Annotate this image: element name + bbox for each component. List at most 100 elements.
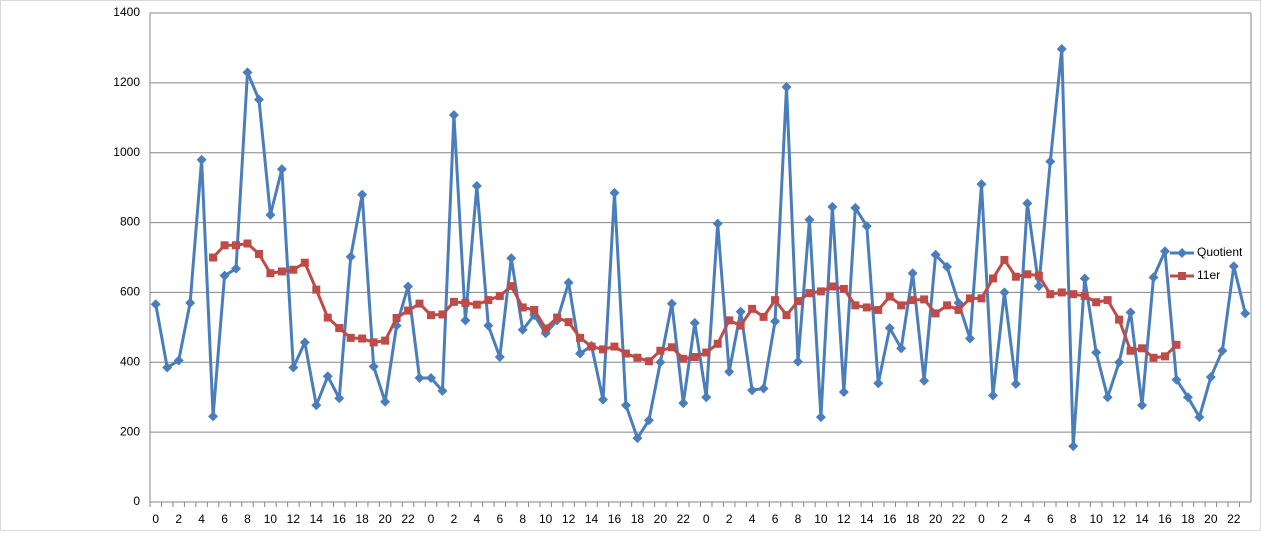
point bbox=[506, 253, 517, 264]
point bbox=[644, 357, 653, 366]
point bbox=[242, 67, 253, 78]
point bbox=[208, 411, 219, 422]
point bbox=[311, 400, 322, 411]
point bbox=[736, 321, 745, 330]
point bbox=[403, 281, 414, 292]
x-tick-label: 18 bbox=[631, 512, 645, 526]
x-tick-label: 22 bbox=[952, 512, 966, 526]
point bbox=[1178, 272, 1186, 280]
point bbox=[322, 371, 333, 382]
point bbox=[576, 333, 585, 342]
point bbox=[1177, 248, 1187, 258]
x-tick-label: 18 bbox=[355, 512, 369, 526]
point bbox=[781, 82, 792, 93]
x-tick-label: 12 bbox=[287, 512, 301, 526]
point bbox=[335, 324, 344, 333]
point bbox=[793, 297, 802, 306]
x-tick-label: 16 bbox=[608, 512, 622, 526]
x-tick-label: 2 bbox=[175, 512, 182, 526]
point bbox=[1182, 392, 1193, 403]
point bbox=[999, 287, 1010, 298]
point bbox=[563, 277, 574, 288]
point bbox=[1092, 298, 1101, 307]
point bbox=[678, 398, 689, 409]
point bbox=[770, 316, 781, 327]
point bbox=[173, 355, 184, 366]
x-tick-label: 10 bbox=[814, 512, 828, 526]
point bbox=[345, 251, 356, 262]
x-tick-label: 22 bbox=[1227, 512, 1241, 526]
point bbox=[438, 310, 447, 319]
x-tick-label: 0 bbox=[152, 512, 159, 526]
point bbox=[564, 318, 573, 327]
x-tick-label: 4 bbox=[749, 512, 756, 526]
point bbox=[404, 306, 413, 315]
point bbox=[415, 299, 424, 308]
point bbox=[253, 94, 264, 105]
point bbox=[976, 179, 987, 190]
point bbox=[471, 180, 482, 191]
point bbox=[541, 324, 550, 333]
point bbox=[735, 306, 746, 317]
point bbox=[930, 249, 941, 260]
y-tick-label: 600 bbox=[120, 285, 140, 299]
point bbox=[494, 352, 505, 363]
point bbox=[702, 348, 711, 357]
point bbox=[1160, 352, 1169, 361]
point bbox=[334, 393, 345, 404]
x-tick-label: 20 bbox=[378, 512, 392, 526]
point bbox=[701, 392, 712, 403]
point bbox=[392, 313, 401, 322]
point bbox=[460, 315, 471, 326]
point bbox=[896, 343, 907, 354]
point bbox=[884, 323, 895, 334]
y-tick-label: 1400 bbox=[113, 5, 140, 19]
point bbox=[1045, 156, 1056, 167]
x-tick-label: 12 bbox=[562, 512, 576, 526]
point bbox=[357, 189, 368, 200]
point bbox=[977, 294, 986, 303]
point bbox=[1091, 347, 1102, 358]
point bbox=[1114, 357, 1125, 368]
point bbox=[1079, 273, 1090, 284]
x-tick-label: 22 bbox=[401, 512, 415, 526]
point bbox=[289, 265, 298, 274]
point bbox=[484, 296, 493, 305]
y-tick-label: 1000 bbox=[113, 145, 140, 159]
point bbox=[1171, 374, 1182, 385]
point bbox=[965, 333, 976, 344]
point bbox=[1057, 288, 1066, 297]
point bbox=[472, 300, 481, 309]
point bbox=[598, 394, 609, 405]
x-tick-label: 12 bbox=[1112, 512, 1126, 526]
x-tick-label: 6 bbox=[221, 512, 228, 526]
x-tick-label: 0 bbox=[703, 512, 710, 526]
point bbox=[299, 337, 310, 348]
point bbox=[553, 313, 562, 322]
point bbox=[254, 250, 263, 259]
y-tick-label: 0 bbox=[133, 494, 140, 508]
point bbox=[748, 304, 757, 313]
point bbox=[987, 390, 998, 401]
point bbox=[1126, 346, 1135, 355]
point bbox=[907, 268, 918, 279]
x-tick-label: 4 bbox=[1024, 512, 1031, 526]
point bbox=[782, 311, 791, 320]
point bbox=[1138, 344, 1147, 353]
x-tick-label: 8 bbox=[519, 512, 526, 526]
point bbox=[943, 301, 952, 310]
point bbox=[1069, 290, 1078, 299]
point bbox=[265, 209, 276, 220]
point bbox=[838, 386, 849, 397]
point bbox=[575, 348, 586, 359]
point bbox=[414, 373, 425, 384]
x-tick-label: 20 bbox=[654, 512, 668, 526]
point bbox=[1137, 400, 1148, 411]
point bbox=[1046, 290, 1055, 299]
point bbox=[724, 366, 735, 377]
point bbox=[368, 361, 379, 372]
point bbox=[815, 412, 826, 423]
point bbox=[1228, 261, 1239, 272]
x-tick-label: 10 bbox=[1089, 512, 1103, 526]
